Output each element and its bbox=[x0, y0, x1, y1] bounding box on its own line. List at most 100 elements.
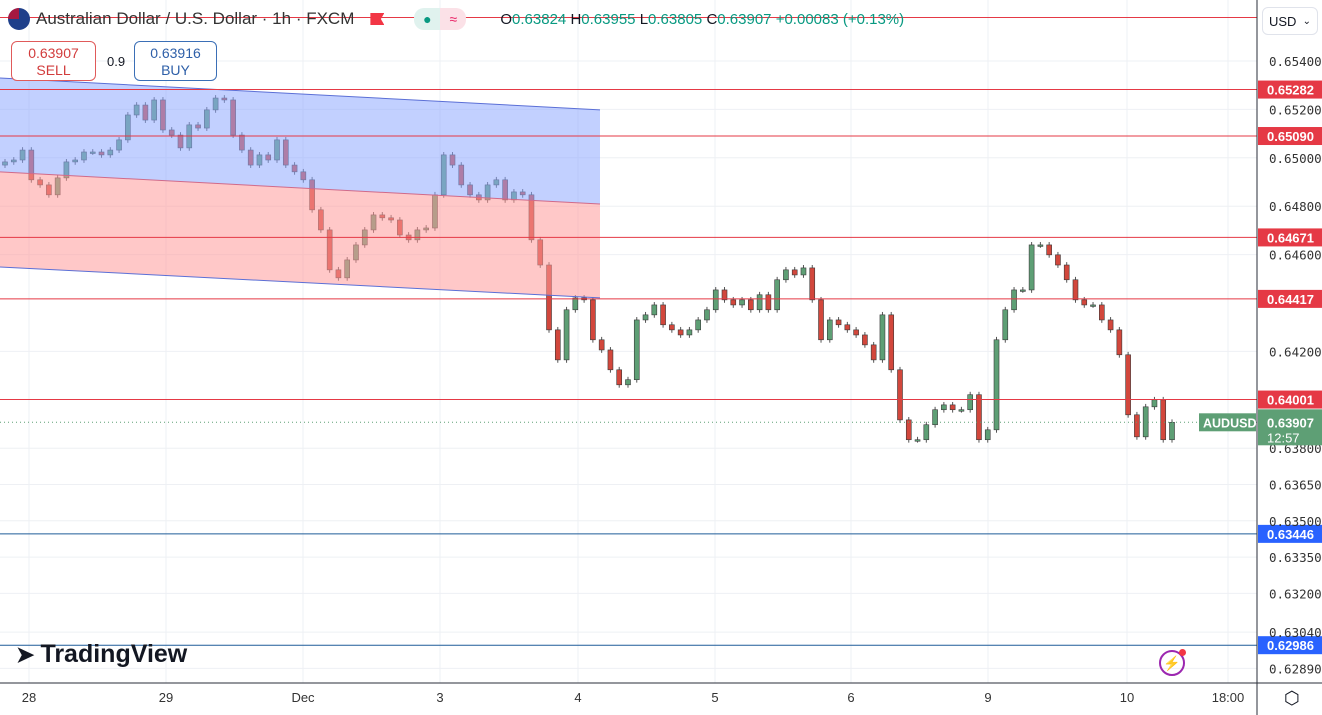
price-tick-label: 0.63650 bbox=[1269, 478, 1322, 493]
currency-selector[interactable]: USD ⌄ bbox=[1262, 7, 1318, 35]
time-tick-label: 10 bbox=[1120, 690, 1134, 705]
candle-body bbox=[686, 329, 693, 336]
level-price-label: 0.64417 bbox=[1267, 292, 1314, 307]
candle-body bbox=[704, 309, 710, 321]
market-status[interactable]: ● ≈ bbox=[414, 8, 467, 30]
candle-body bbox=[554, 329, 561, 361]
candle-body bbox=[563, 309, 570, 361]
candle-body bbox=[826, 319, 833, 341]
candle-body bbox=[748, 299, 754, 311]
price-tick-label: 0.63350 bbox=[1269, 550, 1322, 565]
level-price-label: 0.63446 bbox=[1267, 527, 1314, 542]
price-tick-label: 0.63040 bbox=[1269, 625, 1322, 640]
candle-body bbox=[712, 289, 719, 311]
spread-value: 0.9 bbox=[107, 54, 126, 69]
buy-button[interactable]: 0.63916 BUY bbox=[134, 41, 217, 81]
candle-body bbox=[976, 394, 982, 441]
time-tick-label: 6 bbox=[847, 690, 854, 705]
time-tick-label: Dec bbox=[291, 690, 315, 705]
candle-body bbox=[941, 404, 947, 411]
price-tick-label: 0.65200 bbox=[1269, 102, 1322, 117]
settings-hexagon-icon[interactable]: ⬡ bbox=[1284, 688, 1300, 708]
candle-body bbox=[765, 294, 772, 311]
candle-body bbox=[572, 297, 579, 311]
ohlc-values: O0.63824 H0.63955 L0.63805 C0.63907 +0.0… bbox=[500, 10, 905, 28]
chart-legend: Australian Dollar / U.S. Dollar · 1h · F… bbox=[8, 8, 904, 30]
time-tick-label: 3 bbox=[436, 690, 443, 705]
level-price-label: 0.62986 bbox=[1267, 638, 1314, 653]
channel-upper-zone bbox=[0, 77, 600, 205]
candle-body bbox=[993, 339, 1000, 431]
candle-body bbox=[756, 294, 763, 311]
candle-body bbox=[1055, 254, 1061, 266]
symbol-tag-label: AUDUSD bbox=[1203, 416, 1256, 430]
level-price-label: 0.65090 bbox=[1267, 129, 1314, 144]
candle-body bbox=[1063, 264, 1070, 281]
price-tick-label: 0.64200 bbox=[1269, 344, 1322, 359]
au-us-flag-icon bbox=[8, 8, 30, 30]
candle-body bbox=[1116, 329, 1123, 356]
level-price-label: 0.64001 bbox=[1267, 393, 1314, 408]
tradingview-logo[interactable]: ➤ TradingView bbox=[16, 640, 188, 668]
price-tick-label: 0.64800 bbox=[1269, 199, 1322, 214]
market-open-dot-icon: ● bbox=[414, 8, 441, 30]
candle-body bbox=[695, 319, 701, 331]
price-label-bg bbox=[1258, 524, 1322, 543]
buy-label: BUY bbox=[161, 62, 190, 78]
candle-body bbox=[1099, 304, 1105, 321]
countdown-label: 12:57 bbox=[1267, 430, 1300, 445]
candle-body bbox=[1037, 244, 1044, 247]
time-tick-label: 18:00 bbox=[1212, 690, 1245, 705]
price-label-bg bbox=[1258, 127, 1322, 146]
sell-label: SELL bbox=[36, 62, 71, 78]
candle-body bbox=[791, 269, 798, 276]
candle-body bbox=[677, 329, 684, 336]
channel-top-line bbox=[0, 77, 601, 111]
level-price-label: 0.64671 bbox=[1267, 230, 1314, 245]
candle-body bbox=[932, 409, 938, 426]
price-tick-label: 0.63500 bbox=[1269, 514, 1322, 529]
price-label-bg bbox=[1258, 289, 1322, 308]
price-tick-label: 0.63200 bbox=[1269, 586, 1322, 601]
candle-body bbox=[949, 404, 956, 411]
sell-button[interactable]: 0.63907 SELL bbox=[11, 41, 96, 81]
flag-icon[interactable] bbox=[370, 13, 385, 25]
symbol-tag-bg bbox=[1199, 413, 1256, 432]
candle-body bbox=[642, 314, 649, 321]
candle-body bbox=[1090, 304, 1096, 307]
price-label-bg bbox=[1258, 80, 1322, 99]
candle-body bbox=[1160, 399, 1167, 441]
sell-price: 0.63907 bbox=[28, 45, 79, 61]
candle-body bbox=[984, 429, 991, 441]
candle-body bbox=[862, 334, 868, 346]
lightning-icon[interactable]: ⚡ bbox=[1159, 649, 1186, 676]
channel-mid-line bbox=[0, 171, 601, 205]
candle-body bbox=[1002, 309, 1009, 341]
candle-body bbox=[1107, 319, 1114, 331]
level-price-label: 0.65282 bbox=[1267, 83, 1314, 98]
chevron-down-icon: ⌄ bbox=[1302, 16, 1311, 27]
candle-body bbox=[633, 319, 640, 381]
candle-body bbox=[1046, 244, 1052, 256]
channel-bottom-line bbox=[0, 266, 601, 299]
candle-body bbox=[879, 314, 886, 361]
time-tick-label: 29 bbox=[159, 690, 173, 705]
candle-body bbox=[1072, 279, 1079, 301]
candle-body bbox=[774, 279, 780, 311]
candle-body bbox=[835, 319, 842, 326]
candle-body bbox=[1169, 422, 1175, 441]
buy-price: 0.63916 bbox=[150, 45, 201, 61]
last-price-label: 0.63907 bbox=[1267, 415, 1314, 430]
candle-body bbox=[809, 267, 816, 301]
candle-body bbox=[616, 369, 623, 386]
candle-body bbox=[967, 394, 973, 411]
candle-body bbox=[844, 324, 851, 331]
symbol-title[interactable]: Australian Dollar / U.S. Dollar · 1h · F… bbox=[36, 9, 355, 28]
price-tick-label: 0.65400 bbox=[1269, 54, 1322, 69]
candle-body bbox=[607, 349, 614, 371]
price-label-bg bbox=[1258, 228, 1322, 247]
candle-body bbox=[923, 424, 930, 441]
channel-lower-zone bbox=[0, 171, 600, 298]
candle-body bbox=[853, 329, 859, 336]
